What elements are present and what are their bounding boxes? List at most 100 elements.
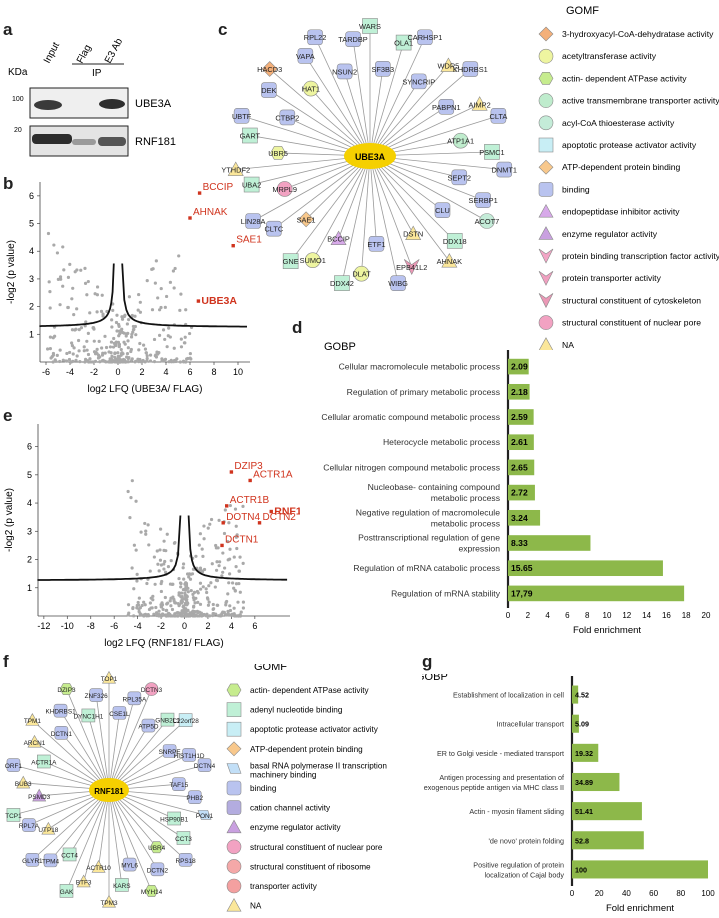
network-node-label: TARDBP — [338, 35, 367, 44]
background-point — [112, 336, 116, 341]
background-point — [126, 346, 130, 350]
network-edge — [108, 719, 186, 791]
background-point — [145, 278, 149, 283]
bar-value-label: 15.65 — [511, 563, 533, 573]
background-point — [126, 603, 131, 607]
bar-value-label: 34.89 — [575, 778, 593, 787]
network-node — [475, 192, 491, 209]
background-point — [223, 613, 228, 617]
legend-label: apoptotic protease activator activity — [250, 725, 379, 734]
background-point — [168, 612, 172, 616]
background-point — [157, 609, 161, 613]
network-node — [172, 777, 186, 791]
network-node-label: HSP90B1 — [160, 816, 189, 823]
background-point — [162, 562, 166, 566]
background-point — [161, 607, 165, 612]
background-point — [71, 352, 75, 356]
network-node-label: PABPN1 — [432, 103, 461, 112]
background-point — [82, 345, 86, 349]
background-point — [241, 504, 245, 509]
network-node-label: MYH14 — [141, 889, 163, 896]
network-node-label: AIMP2 — [469, 100, 491, 109]
background-point — [157, 350, 161, 355]
category-label: Nucleobase- containing compound — [368, 482, 501, 492]
network-node-label: CLU — [435, 206, 450, 215]
network-node-label: DEK — [261, 86, 276, 95]
background-point — [164, 614, 168, 618]
bar — [508, 459, 535, 476]
background-point — [64, 359, 68, 363]
background-point — [189, 589, 193, 593]
legend-label: adenyl nucleotide binding — [250, 706, 343, 715]
network-node — [27, 734, 42, 748]
background-point — [120, 317, 125, 321]
background-point — [166, 601, 170, 605]
background-point — [132, 543, 136, 547]
network-node — [167, 811, 181, 826]
network-node — [233, 108, 250, 124]
network-node — [353, 265, 370, 282]
network-hub — [344, 143, 396, 169]
category-label: Antigen processing and presentation of — [439, 773, 564, 782]
background-point — [135, 579, 139, 583]
background-point — [131, 330, 135, 334]
highlight-point — [225, 504, 229, 508]
legend-label: structural constituent of cytoskeleton — [562, 295, 701, 305]
network-edge — [361, 155, 371, 274]
background-point — [104, 345, 109, 350]
background-point — [228, 572, 232, 576]
bar — [572, 743, 599, 762]
network-node — [32, 788, 47, 802]
volcano-plot-rnf181: -12 -10 -8 -6 -4 -2 0 2 4 6 1 2 3 4 5 6 log2 LFQ (RNF181… — [4, 424, 300, 649]
background-point — [128, 515, 132, 520]
y-tick-label: 1 — [29, 329, 34, 339]
background-point — [241, 600, 246, 604]
network-node — [441, 253, 458, 268]
network-node — [304, 252, 321, 268]
background-point — [154, 259, 158, 263]
x-axis-label: log2 LFQ (UBE3A/ FLAG) — [87, 384, 202, 395]
band-ube3a-input — [34, 100, 62, 110]
network-node — [471, 96, 488, 111]
network-node — [298, 211, 315, 228]
legend-swatch — [538, 26, 554, 42]
highlight-point — [229, 470, 234, 474]
background-point — [134, 499, 138, 503]
background-point — [85, 339, 89, 343]
network-node — [6, 808, 21, 822]
ip-label: IP — [92, 68, 102, 79]
network-node-label: DZIP3 — [57, 687, 76, 694]
background-point — [220, 574, 224, 578]
background-point — [172, 346, 176, 350]
background-point — [181, 605, 185, 609]
network-node-label: SAE1 — [297, 215, 316, 224]
legend-swatch — [538, 48, 554, 64]
highlight-point-label: DZIP3 — [234, 461, 263, 472]
network-node-label: RPL22 — [304, 33, 327, 42]
bar-value-label: 19.32 — [575, 749, 593, 758]
network-edge — [108, 719, 168, 791]
network-hub-label: UBE3A — [355, 152, 386, 162]
network-node — [76, 874, 91, 888]
network-node-label: RPL35A — [122, 696, 147, 703]
network-node-label: UBR4 — [148, 845, 165, 852]
background-point — [186, 590, 190, 594]
background-point — [217, 518, 221, 522]
x-tick-label: 16 — [662, 611, 671, 620]
background-point — [232, 586, 236, 590]
background-point — [48, 306, 52, 310]
background-point — [208, 522, 212, 526]
background-point — [66, 305, 70, 310]
network-node — [261, 82, 277, 98]
category-label: Regulation of primary metabolic process — [347, 387, 500, 397]
network-node-label: ORF1 — [5, 763, 22, 770]
background-point — [79, 326, 84, 330]
background-point — [112, 360, 116, 364]
background-point — [70, 341, 74, 345]
network-node-label: LIN28A — [241, 217, 266, 226]
network-edge — [369, 155, 399, 284]
background-point — [84, 320, 88, 324]
background-point — [137, 596, 141, 600]
bar-value-label: 52.8 — [575, 836, 589, 845]
background-point — [184, 614, 188, 618]
